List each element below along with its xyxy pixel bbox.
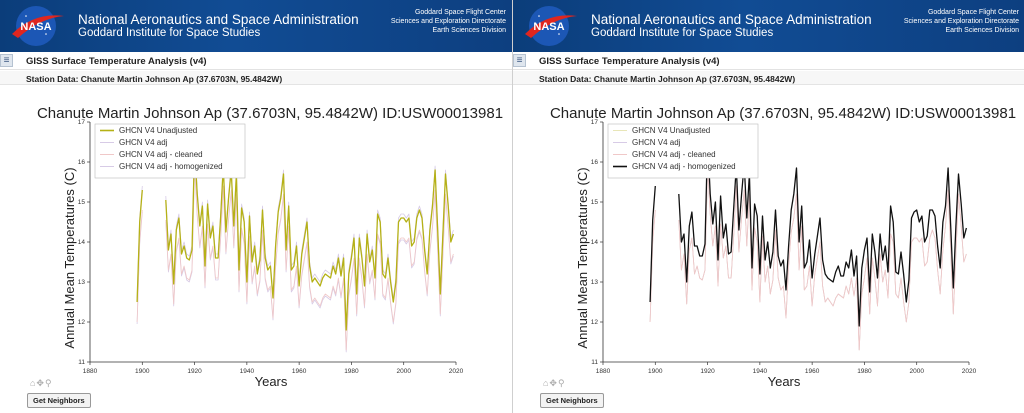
- app-title: GISS Surface Temperature Analysis (v4): [539, 56, 720, 67]
- agency-name[interactable]: National Aeronautics and Space Administr…: [591, 12, 872, 27]
- x-tick-label: 2020: [449, 368, 464, 375]
- x-tick-label: 1940: [753, 368, 768, 375]
- station-row: [513, 71, 1024, 85]
- legend-entry: GHCN V4 adj - cleaned: [119, 150, 203, 159]
- series-line-ghcn-v4-adj-cleaned: [165, 165, 454, 351]
- legend-entry: GHCN V4 adj - homogenized: [632, 162, 736, 171]
- x-axis-label: Years: [255, 374, 288, 389]
- institute-name[interactable]: Goddard Institute for Space Studies: [591, 27, 774, 39]
- x-tick-label: 1980: [857, 368, 872, 375]
- directorate-line[interactable]: Sciences and Exploration Directorate: [903, 18, 1019, 25]
- menu-bar: [0, 52, 512, 70]
- hamburger-menu-icon[interactable]: ≡: [513, 54, 526, 67]
- nasa-logo-icon[interactable]: NASA: [10, 4, 66, 48]
- series-line-ghcn-v4-adj-homogenized: [649, 185, 656, 303]
- legend-entry: GHCN V4 adj: [632, 138, 681, 147]
- left-pane: NASA National Aeronautics and Space Admi…: [0, 0, 512, 408]
- hamburger-menu-icon[interactable]: ≡: [0, 54, 13, 67]
- x-axis-label: Years: [768, 374, 801, 389]
- x-tick-label: 1920: [187, 368, 202, 375]
- y-tick-label: 16: [591, 159, 599, 166]
- x-tick-label: 1980: [344, 368, 359, 375]
- y-tick-label: 13: [78, 279, 86, 286]
- legend-entry: GHCN V4 Unadjusted: [632, 126, 710, 135]
- y-tick-label: 14: [78, 239, 86, 246]
- center-line[interactable]: Goddard Space Flight Center: [927, 9, 1019, 16]
- division-line[interactable]: Earth Sciences Division: [432, 27, 506, 34]
- y-tick-label: 16: [78, 159, 86, 166]
- series-line-ghcn-v4-adj-homogenized: [678, 137, 968, 327]
- x-tick-label: 2020: [962, 368, 977, 375]
- center-line[interactable]: Goddard Space Flight Center: [414, 9, 506, 16]
- plot-tool-icons[interactable]: ⌂✥⚲: [543, 378, 566, 388]
- get-neighbors-button[interactable]: Get Neighbors: [27, 393, 91, 408]
- series-line-ghcn-v4-unadjusted: [136, 189, 143, 303]
- y-tick-label: 11: [78, 359, 85, 366]
- y-tick-label: 17: [591, 119, 599, 126]
- temperature-chart-right: Chanute Martin Johnson Ap (37.6703N, 95.…: [550, 105, 1016, 389]
- station-label: Station Data: Chanute Martin Johnson Ap …: [26, 74, 283, 84]
- legend-entry: GHCN V4 Unadjusted: [119, 126, 197, 135]
- center-info: Goddard Space Flight Center Sciences and…: [869, 8, 1019, 35]
- y-tick-label: 12: [591, 319, 599, 326]
- x-tick-label: 1940: [240, 368, 255, 375]
- chart-title: Chanute Martin Johnson Ap (37.6703N, 95.…: [550, 105, 1016, 122]
- app-title: GISS Surface Temperature Analysis (v4): [26, 56, 207, 67]
- institute-name[interactable]: Goddard Institute for Space Studies: [78, 27, 261, 39]
- y-tick-label: 14: [591, 239, 599, 246]
- center-info: Goddard Space Flight Center Sciences and…: [356, 8, 506, 35]
- get-neighbors-button[interactable]: Get Neighbors: [540, 393, 604, 408]
- x-tick-label: 1920: [700, 368, 715, 375]
- y-tick-label: 17: [78, 119, 86, 126]
- legend-entry: GHCN V4 adj - homogenized: [119, 162, 223, 171]
- x-tick-label: 2000: [396, 368, 411, 375]
- site-header: NASA National Aeronautics and Space Admi…: [0, 0, 512, 52]
- logo-text: NASA: [20, 21, 51, 33]
- x-tick-label: 1900: [135, 368, 150, 375]
- menu-bar: [513, 52, 1024, 70]
- site-header: NASA National Aeronautics and Space Admi…: [513, 0, 1024, 52]
- series-line-ghcn-v4-adj-cleaned: [678, 165, 967, 351]
- y-tick-label: 15: [591, 199, 599, 206]
- x-tick-label: 1880: [596, 368, 611, 375]
- chart-title: Chanute Martin Johnson Ap (37.6703N, 95.…: [37, 105, 503, 122]
- station-label: Station Data: Chanute Martin Johnson Ap …: [539, 74, 796, 84]
- directorate-line[interactable]: Sciences and Exploration Directorate: [390, 18, 506, 25]
- y-tick-label: 11: [591, 359, 598, 366]
- y-axis-label: Annual Mean Temperatures (C): [575, 167, 590, 348]
- y-tick-label: 13: [591, 279, 599, 286]
- agency-name[interactable]: National Aeronautics and Space Administr…: [78, 12, 359, 27]
- legend-entry: GHCN V4 adj - cleaned: [632, 150, 716, 159]
- x-tick-label: 1900: [648, 368, 663, 375]
- legend-box: [94, 123, 246, 179]
- x-tick-label: 2000: [909, 368, 924, 375]
- x-tick-label: 1960: [292, 368, 307, 375]
- temperature-chart-left: Chanute Martin Johnson Ap (37.6703N, 95.…: [37, 105, 503, 389]
- x-tick-label: 1960: [805, 368, 820, 375]
- series-line-ghcn-v4-unadjusted: [165, 145, 455, 331]
- y-tick-label: 12: [78, 319, 86, 326]
- x-tick-label: 1880: [83, 368, 98, 375]
- series-line-ghcn-v4-adj-cleaned: [649, 209, 656, 323]
- y-axis-label: Annual Mean Temperatures (C): [62, 167, 77, 348]
- right-pane: NASA National Aeronautics and Space Admi…: [512, 0, 1024, 413]
- plot-tool-icons[interactable]: ⌂✥⚲: [30, 378, 53, 388]
- station-row: [0, 71, 512, 85]
- logo-text: NASA: [533, 21, 564, 33]
- nasa-logo-icon[interactable]: NASA: [523, 4, 579, 48]
- legend-box: [607, 123, 759, 179]
- division-line[interactable]: Earth Sciences Division: [945, 27, 1019, 34]
- y-tick-label: 15: [78, 199, 86, 206]
- legend-entry: GHCN V4 adj: [119, 138, 168, 147]
